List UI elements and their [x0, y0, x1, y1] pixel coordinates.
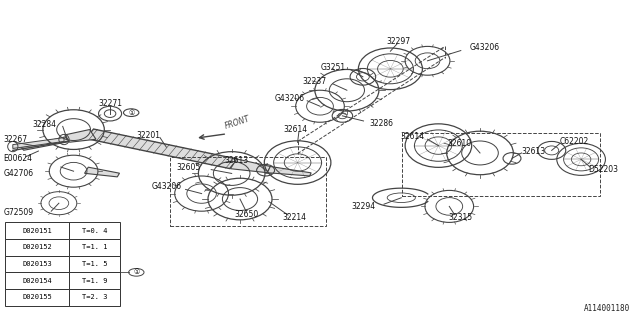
Polygon shape: [65, 130, 96, 142]
Text: ①: ①: [128, 110, 134, 116]
Text: 32315: 32315: [449, 213, 473, 222]
Text: 32201: 32201: [136, 131, 161, 140]
Text: 32605: 32605: [177, 164, 201, 172]
Bar: [5, 222, 69, 239]
Polygon shape: [84, 167, 120, 177]
Text: 32610: 32610: [447, 139, 472, 148]
Text: 32214: 32214: [282, 213, 307, 222]
Text: T=1. 9: T=1. 9: [82, 278, 108, 284]
Text: 32267: 32267: [3, 135, 28, 144]
Text: T=1. 1: T=1. 1: [82, 244, 108, 250]
Text: D020154: D020154: [22, 278, 52, 284]
Bar: [170, 157, 326, 226]
Text: G43206: G43206: [274, 94, 305, 103]
Text: G3251: G3251: [320, 63, 346, 72]
Text: T=1. 5: T=1. 5: [82, 261, 108, 267]
Bar: [69, 239, 120, 256]
Text: G42706: G42706: [3, 169, 33, 178]
Text: 32614: 32614: [284, 125, 308, 134]
Text: 32614: 32614: [401, 132, 425, 141]
Bar: [69, 272, 120, 289]
Bar: [5, 256, 69, 272]
Text: A114001180: A114001180: [584, 304, 630, 313]
Text: 32286: 32286: [369, 119, 394, 128]
Text: T=2. 3: T=2. 3: [82, 294, 108, 300]
Text: FRONT: FRONT: [224, 115, 252, 131]
Bar: [5, 239, 69, 256]
Text: 32237: 32237: [303, 77, 327, 86]
Text: G43206: G43206: [151, 182, 182, 191]
Text: ①: ①: [133, 269, 140, 275]
Bar: [69, 289, 120, 306]
Text: 32613: 32613: [225, 156, 249, 165]
Text: G43206: G43206: [470, 43, 500, 52]
Polygon shape: [21, 137, 69, 150]
Text: D020152: D020152: [22, 244, 52, 250]
Text: 32271: 32271: [98, 99, 122, 108]
Bar: [5, 272, 69, 289]
Bar: [5, 289, 69, 306]
Text: 32294: 32294: [351, 202, 376, 211]
Polygon shape: [230, 159, 271, 173]
Text: G72509: G72509: [3, 208, 33, 217]
Polygon shape: [86, 129, 237, 169]
Bar: [69, 256, 120, 272]
Text: 32284: 32284: [33, 120, 57, 129]
Bar: [69, 222, 120, 239]
Text: C62202: C62202: [560, 137, 589, 146]
Text: 32297: 32297: [386, 37, 410, 46]
Text: D020155: D020155: [22, 294, 52, 300]
Text: 32650: 32650: [234, 210, 259, 219]
Polygon shape: [268, 166, 311, 176]
Text: D020151: D020151: [22, 228, 52, 234]
Text: T=0. 4: T=0. 4: [82, 228, 108, 234]
Polygon shape: [13, 138, 64, 148]
Bar: [402, 133, 600, 196]
Text: D52203: D52203: [588, 165, 618, 174]
Text: 32613: 32613: [522, 147, 546, 156]
Text: E00624: E00624: [3, 154, 32, 163]
Text: D020153: D020153: [22, 261, 52, 267]
